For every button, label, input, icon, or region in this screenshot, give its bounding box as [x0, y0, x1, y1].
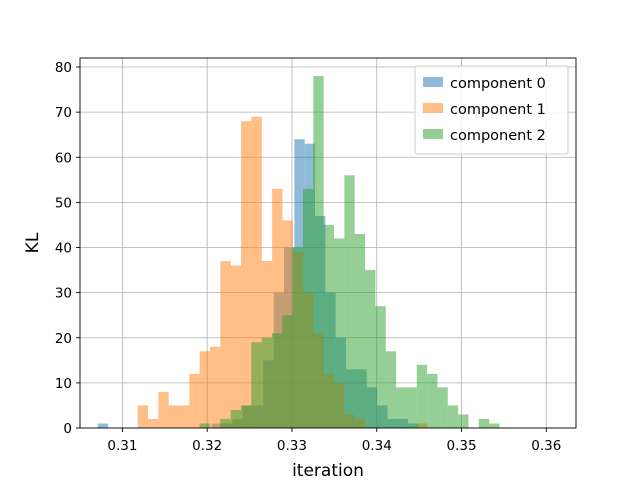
histogram-bar — [344, 175, 355, 428]
histogram-bar — [230, 409, 241, 428]
histogram-bar — [458, 414, 469, 428]
x-tick-label: 0.32 — [192, 438, 222, 454]
y-tick-label: 20 — [55, 331, 72, 347]
histogram-bar — [158, 391, 169, 428]
legend-label: component 2 — [450, 128, 546, 144]
histogram-bar — [97, 423, 109, 428]
histogram-bar — [189, 373, 200, 428]
histogram-bar — [396, 387, 407, 428]
y-tick-label: 60 — [55, 150, 72, 166]
histogram-bar — [313, 76, 324, 429]
y-axis-ticks: 0 10 20 30 40 50 60 70 80 — [55, 60, 80, 437]
y-tick-label: 70 — [55, 105, 72, 121]
y-tick-label: 80 — [55, 60, 72, 76]
histogram-bar — [478, 418, 490, 428]
histogram-bar — [241, 121, 252, 429]
histogram-bar — [271, 333, 283, 428]
histogram-bar — [261, 337, 272, 428]
histogram-bar — [447, 405, 459, 428]
histogram-bar — [354, 233, 366, 428]
histogram-bar — [292, 247, 303, 428]
histogram-bar — [168, 405, 180, 428]
y-axis-label: KL — [23, 232, 43, 253]
legend-swatch — [423, 77, 443, 87]
legend-label: component 0 — [450, 76, 546, 92]
histogram-bar — [272, 188, 283, 428]
histogram-bar — [385, 351, 397, 428]
y-tick-label: 50 — [55, 195, 72, 211]
histogram-bar — [437, 387, 448, 428]
histogram-bar — [282, 315, 293, 428]
y-tick-label: 10 — [55, 376, 72, 392]
histogram-bar — [230, 265, 242, 428]
histogram-bar — [179, 405, 190, 428]
legend-swatch — [423, 103, 443, 113]
histogram-bar — [240, 405, 252, 428]
histogram-bar — [365, 270, 376, 428]
histogram-bar — [427, 373, 438, 428]
histogram-bar — [137, 405, 148, 428]
legend-box — [414, 65, 569, 155]
histogram-bar — [199, 423, 210, 428]
x-axis-ticks: 0.31 0.32 0.33 0.34 0.35 0.36 — [107, 428, 561, 454]
histogram-bar — [489, 423, 500, 428]
x-tick-label: 0.35 — [447, 438, 477, 454]
histogram-bar — [416, 364, 428, 428]
legend-swatch — [423, 129, 443, 139]
x-tick-label: 0.33 — [277, 438, 307, 454]
histogram-bar — [147, 418, 159, 428]
x-tick-label: 0.36 — [531, 438, 561, 454]
y-tick-label: 30 — [55, 286, 72, 302]
y-tick-label: 0 — [63, 421, 72, 437]
histogram-bars — [97, 76, 500, 429]
x-axis-label: iteration — [292, 461, 364, 480]
y-tick-label: 40 — [55, 241, 72, 257]
histogram-bar — [210, 346, 221, 428]
histogram-bar — [375, 306, 386, 428]
x-tick-label: 0.34 — [362, 438, 392, 454]
histogram-bar — [323, 224, 335, 428]
histogram-bar — [251, 342, 262, 428]
histogram-bar — [199, 351, 211, 428]
x-tick-label: 0.31 — [107, 438, 137, 454]
histogram-bar — [220, 261, 231, 428]
histogram-bar — [220, 418, 231, 428]
histogram-bar — [334, 238, 345, 428]
histogram-bar — [251, 116, 262, 428]
histogram-bar — [302, 188, 314, 428]
legend-label: component 1 — [450, 102, 546, 118]
series-2-bars — [199, 76, 500, 429]
axes-frame — [79, 57, 577, 429]
histogram-bar — [406, 387, 417, 428]
legend: component 0 component 1 component 2 — [414, 65, 569, 155]
